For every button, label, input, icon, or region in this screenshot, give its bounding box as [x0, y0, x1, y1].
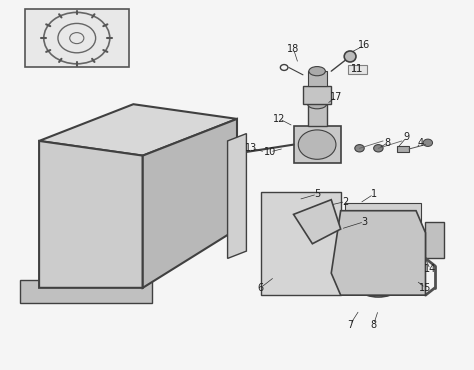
- Bar: [308, 104, 327, 126]
- Text: 1: 1: [371, 189, 377, 199]
- Ellipse shape: [308, 100, 327, 109]
- Text: 10: 10: [264, 147, 276, 157]
- Text: 2: 2: [342, 196, 348, 206]
- Bar: [348, 65, 366, 74]
- Circle shape: [298, 130, 336, 159]
- Polygon shape: [39, 141, 143, 288]
- Circle shape: [423, 139, 433, 147]
- Polygon shape: [39, 104, 237, 156]
- Bar: [20, 280, 152, 303]
- Bar: [293, 126, 341, 163]
- Circle shape: [369, 266, 388, 280]
- Circle shape: [51, 165, 65, 176]
- Bar: [25, 9, 128, 67]
- Circle shape: [374, 145, 383, 152]
- Polygon shape: [261, 192, 341, 295]
- Bar: [426, 222, 444, 258]
- Text: 13: 13: [245, 143, 257, 153]
- Circle shape: [231, 151, 243, 160]
- Text: 17: 17: [330, 92, 342, 102]
- Polygon shape: [228, 134, 246, 258]
- Ellipse shape: [309, 67, 325, 76]
- Text: 9: 9: [403, 132, 410, 142]
- Text: 8: 8: [371, 320, 377, 330]
- Text: 11: 11: [351, 64, 363, 74]
- Bar: [303, 86, 331, 104]
- Text: 15: 15: [419, 283, 432, 293]
- Polygon shape: [331, 211, 426, 295]
- Text: 16: 16: [358, 40, 370, 50]
- Text: 3: 3: [361, 217, 367, 227]
- Circle shape: [51, 194, 65, 205]
- Bar: [346, 204, 421, 225]
- Polygon shape: [143, 119, 237, 288]
- Circle shape: [231, 181, 243, 189]
- Circle shape: [51, 223, 65, 235]
- Circle shape: [348, 249, 409, 297]
- Text: 14: 14: [424, 265, 437, 275]
- Bar: [397, 147, 409, 152]
- Bar: [308, 71, 327, 86]
- Text: 11: 11: [351, 64, 363, 74]
- Polygon shape: [293, 200, 341, 244]
- Text: 4: 4: [418, 138, 424, 148]
- Text: 8: 8: [385, 138, 391, 148]
- Text: 6: 6: [257, 283, 264, 293]
- Circle shape: [231, 239, 243, 248]
- Circle shape: [231, 217, 243, 226]
- Bar: [48, 240, 115, 277]
- Text: 7: 7: [347, 320, 353, 330]
- Text: 18: 18: [287, 44, 300, 54]
- Circle shape: [355, 145, 364, 152]
- Ellipse shape: [344, 51, 356, 62]
- Text: 5: 5: [314, 189, 320, 199]
- Text: 12: 12: [273, 114, 286, 124]
